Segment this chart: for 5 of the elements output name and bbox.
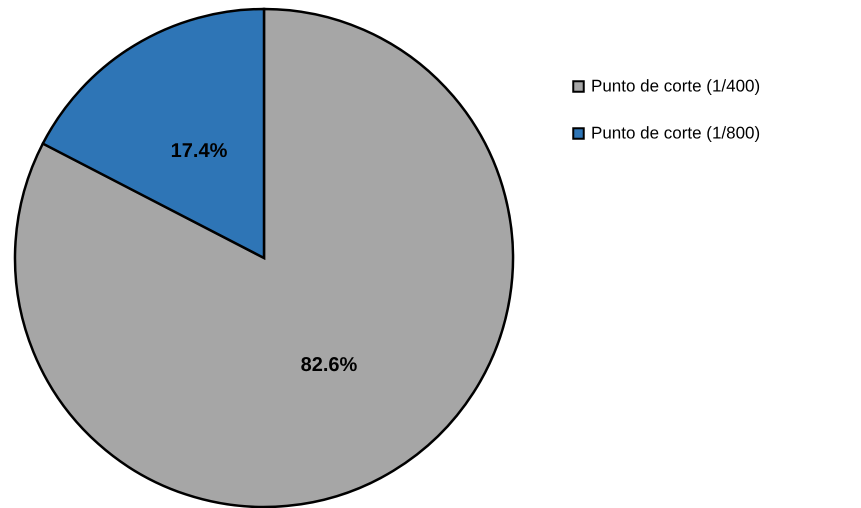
data-label: 17.4% <box>170 140 228 162</box>
data-label: 82.6% <box>300 354 358 376</box>
pie-slice <box>14 8 514 508</box>
legend-label: Punto de corte (1/400) <box>591 76 760 96</box>
legend-label: Punto de corte (1/800) <box>591 124 760 142</box>
